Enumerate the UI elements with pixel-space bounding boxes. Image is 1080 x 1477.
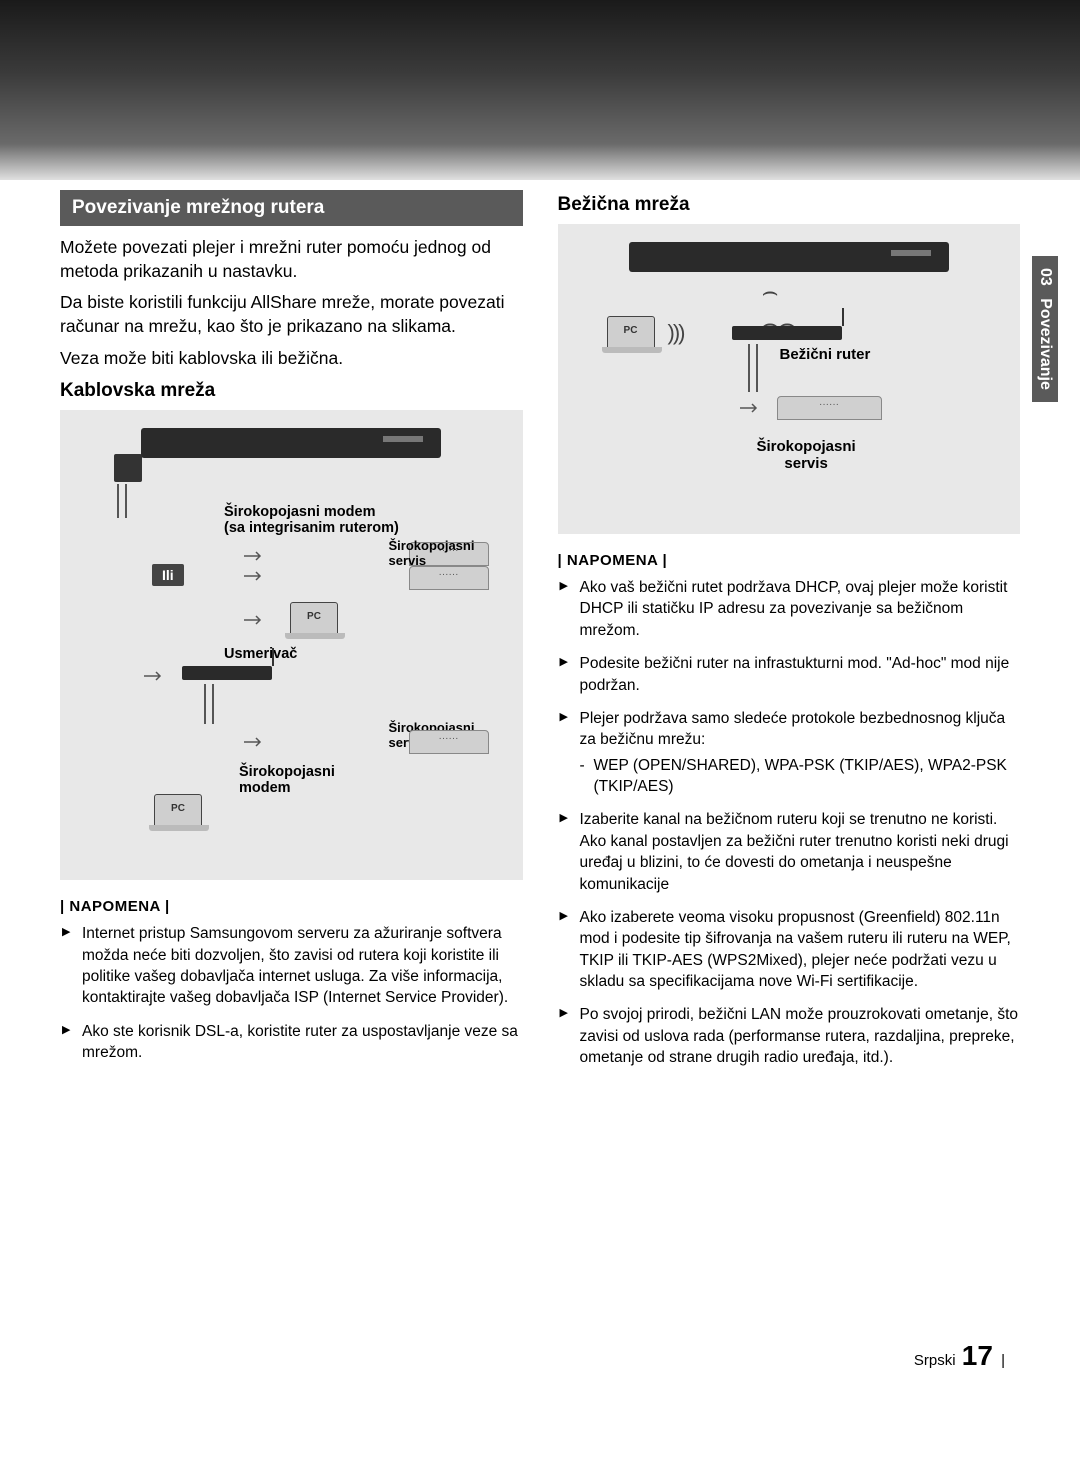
note-item: Internet pristup Samsungovom serveru za … bbox=[62, 923, 523, 1009]
service-label-top: Širokopojasni servis bbox=[389, 538, 499, 568]
cable-icon bbox=[748, 344, 758, 392]
wired-notes: Internet pristup Samsungovom serveru za … bbox=[60, 923, 523, 1063]
intro-p1: Možete povezati plejer i mrežni ruter po… bbox=[60, 236, 523, 283]
signal-icon: ))) bbox=[668, 320, 684, 346]
note-item: Izaberite kanal na bežičnom ruteru koji … bbox=[560, 809, 1021, 895]
right-column: Bežična mreža ⌢⌢⌢ ))) Bežični ruter bbox=[558, 190, 1021, 1081]
note-text: Plejer podržava samo sledeće protokole b… bbox=[580, 710, 1006, 748]
top-gradient-bar bbox=[0, 0, 1080, 180]
left-column: Povezivanje mrežnog rutera Možete poveza… bbox=[60, 190, 523, 1081]
chapter-label: Povezivanje bbox=[1037, 298, 1054, 390]
arrow-icon bbox=[244, 548, 266, 558]
footer-page-number: 17 bbox=[962, 1340, 993, 1371]
sub-item: WEP (OPEN/SHARED), WPA-PSK (TKIP/AES), W… bbox=[580, 755, 1021, 798]
lan-port-icon bbox=[114, 454, 142, 482]
note-item: Ako vaš bežični rutet podržava DHCP, ova… bbox=[560, 577, 1021, 641]
wireless-heading: Bežična mreža bbox=[558, 194, 1021, 216]
pc-device-bottom bbox=[154, 794, 202, 826]
note-heading-right: | NAPOMENA | bbox=[558, 552, 1021, 569]
chapter-number: 03 bbox=[1036, 268, 1054, 286]
modem-integrated-label: Širokopojasni modem (sa integrisanim rut… bbox=[224, 504, 434, 536]
note-heading-left: | NAPOMENA | bbox=[60, 898, 523, 915]
page: 03 Povezivanje Povezivanje mrežnog ruter… bbox=[0, 0, 1080, 1477]
cable-icon bbox=[117, 484, 127, 518]
arrow-icon bbox=[244, 734, 266, 744]
modem-label: Širokopojasni modem bbox=[239, 764, 335, 796]
arrow-icon bbox=[244, 612, 266, 622]
modem-device-top bbox=[409, 566, 489, 590]
footer-lang: Srpski bbox=[914, 1352, 956, 1369]
router-label: Usmerivač bbox=[224, 646, 297, 662]
intro-p3: Veza može biti kablovska ili bežična. bbox=[60, 347, 523, 371]
pc-device-mid bbox=[290, 602, 338, 634]
arrow-icon bbox=[244, 568, 266, 578]
wired-diagram: Širokopojasni modem (sa integrisanim rut… bbox=[60, 410, 523, 880]
note-item: Plejer podržava samo sledeće protokole b… bbox=[560, 708, 1021, 798]
intro-p2: Da biste koristili funkciju AllShare mre… bbox=[60, 291, 523, 338]
section-header: Povezivanje mrežnog rutera bbox=[60, 190, 523, 226]
service-label: Širokopojasni servis bbox=[757, 438, 856, 472]
arrow-icon bbox=[144, 668, 166, 678]
or-tag: Ili bbox=[152, 564, 184, 586]
wireless-router-device bbox=[732, 326, 842, 340]
cable-icon bbox=[204, 684, 214, 724]
pc-device bbox=[607, 316, 655, 348]
player-device bbox=[629, 242, 949, 272]
router-device bbox=[182, 666, 272, 680]
footer-bar: | bbox=[1001, 1352, 1005, 1369]
content-columns: Povezivanje mrežnog rutera Možete poveza… bbox=[0, 180, 1080, 1081]
page-footer: Srpski 17 | bbox=[914, 1340, 1005, 1372]
note-item: Ako ste korisnik DSL-a, koristite ruter … bbox=[62, 1021, 523, 1064]
note-item: Po svojoj prirodi, bežični LAN može prou… bbox=[560, 1004, 1021, 1068]
arrow-icon bbox=[740, 400, 762, 410]
modem-device-bottom bbox=[409, 730, 489, 754]
security-sublist: WEP (OPEN/SHARED), WPA-PSK (TKIP/AES), W… bbox=[580, 755, 1021, 798]
wireless-router-label: Bežični ruter bbox=[780, 346, 871, 363]
chapter-tab: 03 Povezivanje bbox=[1032, 256, 1058, 402]
wired-heading: Kablovska mreža bbox=[60, 380, 523, 402]
note-item: Ako izaberete veoma visoku propusnost (G… bbox=[560, 907, 1021, 993]
note-item: Podesite bežični ruter na infrastukturni… bbox=[560, 653, 1021, 696]
wireless-diagram: ⌢⌢⌢ ))) Bežični ruter Širokopojasni serv… bbox=[558, 224, 1021, 534]
service-device bbox=[777, 396, 882, 420]
player-device bbox=[141, 428, 441, 458]
wireless-notes: Ako vaš bežični rutet podržava DHCP, ova… bbox=[558, 577, 1021, 1069]
